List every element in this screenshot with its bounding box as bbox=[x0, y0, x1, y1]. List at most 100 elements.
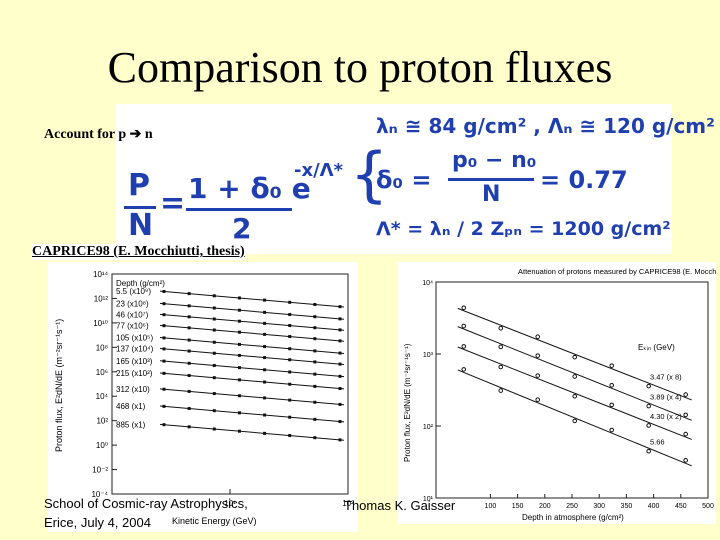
chart-a-data-point bbox=[263, 310, 267, 314]
chart-b-series-line bbox=[457, 326, 692, 421]
chart-b-data-point bbox=[535, 373, 541, 378]
chart-a-ytick-label: 10⁸ bbox=[96, 343, 108, 352]
chart-b-data-point bbox=[535, 353, 541, 358]
chart-a-data-point bbox=[313, 384, 317, 388]
chart-a-data-point bbox=[212, 392, 216, 396]
chart-a-legend-title: Depth (g/cm²) bbox=[116, 279, 165, 288]
formula-delta-denominator: N bbox=[482, 182, 501, 207]
formula-denominator: 2 bbox=[232, 212, 252, 245]
chart-b-data-point bbox=[646, 383, 651, 389]
footer-date: Erice, July 4, 2004 bbox=[44, 515, 151, 530]
chart-a-data-point bbox=[263, 345, 267, 349]
chart-a-data-point bbox=[263, 321, 267, 325]
chart-a-data-point bbox=[313, 315, 317, 319]
formula-ratio-numerator: P bbox=[128, 168, 150, 203]
formula-delta-numerator: p₀ − n₀ bbox=[452, 148, 537, 173]
chart-a-legend-entry: 215 (x10²) bbox=[116, 369, 153, 378]
chart-a-data-point bbox=[288, 382, 292, 386]
chart-b-series-line bbox=[457, 346, 692, 440]
chart-a-legend-entry: 77 (x10⁶) bbox=[116, 321, 149, 330]
chart-a-data-point bbox=[338, 420, 342, 424]
formula-ratio-bar bbox=[124, 206, 156, 209]
chart-b-data-point bbox=[461, 344, 467, 349]
chart-a-data-point bbox=[313, 400, 317, 404]
chart-a-data-point bbox=[162, 404, 166, 408]
chart-a-data-point bbox=[263, 356, 267, 360]
formula-delta-bar bbox=[448, 178, 534, 181]
chart-b-data-point bbox=[535, 334, 541, 339]
chart-a-data-point bbox=[313, 349, 317, 353]
formula-exponent: -x/Λ* bbox=[294, 160, 343, 181]
chart-a-ytick-label: 10⁻⁴ bbox=[91, 490, 108, 499]
chart-a-data-point bbox=[338, 351, 342, 355]
proton-flux-energy-chart: Proton flux, E²dN/dE (m⁻²sr⁻¹s⁻¹) Kineti… bbox=[48, 262, 358, 532]
chart-a-data-point bbox=[288, 434, 292, 438]
chart-a-legend-entry: 165 (x10³) bbox=[116, 357, 153, 366]
chart-b-data-point bbox=[498, 325, 504, 331]
formula-line-lambda: λₙ ≅ 84 g/cm² , Λₙ ≅ 120 g/cm² bbox=[376, 114, 715, 138]
chart-b-data-point bbox=[609, 427, 615, 433]
chart-a-data-point bbox=[162, 387, 166, 391]
chart-a-data-point bbox=[263, 332, 267, 336]
chart-a-series-line bbox=[159, 302, 345, 320]
chart-a-legend-entry: 23 (x10⁸) bbox=[116, 299, 149, 308]
chart-a-data-point bbox=[237, 378, 241, 382]
chart-a-data-point bbox=[212, 340, 216, 344]
chart-a-data-point bbox=[187, 361, 191, 365]
chart-b-xtick-label: 450 bbox=[675, 503, 687, 510]
chart-b-data-point bbox=[646, 403, 651, 409]
chart-b-legend-entry: 4.30 (x 2) bbox=[650, 412, 682, 421]
chart-a-legend-entry: 312 (x10) bbox=[116, 385, 150, 394]
chart-b-data-point bbox=[609, 382, 615, 388]
chart-a-data-point bbox=[187, 374, 191, 378]
chart-b-data-point bbox=[609, 402, 615, 408]
chart-a-data-point bbox=[313, 360, 317, 364]
chart-b-data-point bbox=[498, 388, 504, 393]
formula-brace: { bbox=[350, 140, 389, 210]
chart-b-xtick-label: 250 bbox=[566, 503, 578, 510]
chart-b-xtick-label: 150 bbox=[512, 503, 524, 510]
chart-a-data-point bbox=[187, 338, 191, 342]
chart-a-legend-entry: 5.5 (x10⁹) bbox=[116, 287, 151, 296]
chart-b-data-point bbox=[646, 423, 651, 428]
chart-b-data-point bbox=[609, 363, 615, 368]
chart-a-data-point bbox=[212, 363, 216, 367]
chart-a-data-point bbox=[237, 429, 241, 433]
chart-a-data-point bbox=[162, 336, 166, 340]
chart-a-series-line bbox=[159, 313, 345, 331]
chart-a-data-point bbox=[237, 411, 241, 415]
formula-line-delta: δ₀ = bbox=[376, 166, 432, 194]
chart-b-data-point bbox=[498, 344, 504, 350]
chart-a-ytick-label: 10² bbox=[96, 417, 108, 426]
chart-a-data-point bbox=[338, 339, 342, 343]
account-note: Account for p ➔ n bbox=[44, 127, 153, 142]
chart-a-ytick-label: 10¹² bbox=[94, 294, 109, 303]
chart-a-data-point bbox=[212, 294, 216, 298]
chart-a-data-point bbox=[162, 359, 166, 363]
chart-b-xtick-label: 300 bbox=[593, 503, 605, 510]
chart-a-data-point bbox=[313, 372, 317, 376]
proton-attenuation-chart: Attenuation of protons measured by CAPRI… bbox=[398, 262, 716, 524]
chart-a-data-point bbox=[237, 296, 241, 300]
chart-b-series-line bbox=[457, 369, 692, 467]
chart-b-ytick-label: 10² bbox=[423, 424, 434, 431]
chart-b-legend-title: Eₖᵢₙ (GeV) bbox=[638, 343, 675, 352]
chart-b-xtick-label: 500 bbox=[702, 503, 714, 510]
chart-b-data-point bbox=[461, 367, 467, 372]
chart-b-title: Attenuation of protons measured by CAPRI… bbox=[518, 267, 716, 276]
chart-a-data-point bbox=[313, 436, 317, 440]
formula-line-attenuation: Λ* = λₙ / 2 Zₚₙ = 1200 g/cm² bbox=[376, 218, 671, 240]
chart-a-legend-entry: 885 (x1) bbox=[116, 420, 146, 429]
chart-b-xlabel: Depth in atmosphere (g/cm²) bbox=[522, 513, 624, 522]
chart-a-ytick-label: 10⁴ bbox=[96, 392, 109, 401]
formula-equals: = bbox=[160, 186, 186, 221]
chart-a-data-point bbox=[288, 358, 292, 362]
chart-a-data-point bbox=[263, 431, 267, 435]
chart-b-xtick-label: 400 bbox=[648, 503, 660, 510]
chart-a-data-point bbox=[338, 374, 342, 378]
chart-a-data-point bbox=[187, 315, 191, 319]
chart-a-series-line bbox=[159, 337, 345, 354]
chart-b-ytick-label: 10³ bbox=[423, 352, 434, 359]
chart-a-data-point bbox=[187, 425, 191, 429]
chart-a-series-line bbox=[159, 348, 345, 365]
